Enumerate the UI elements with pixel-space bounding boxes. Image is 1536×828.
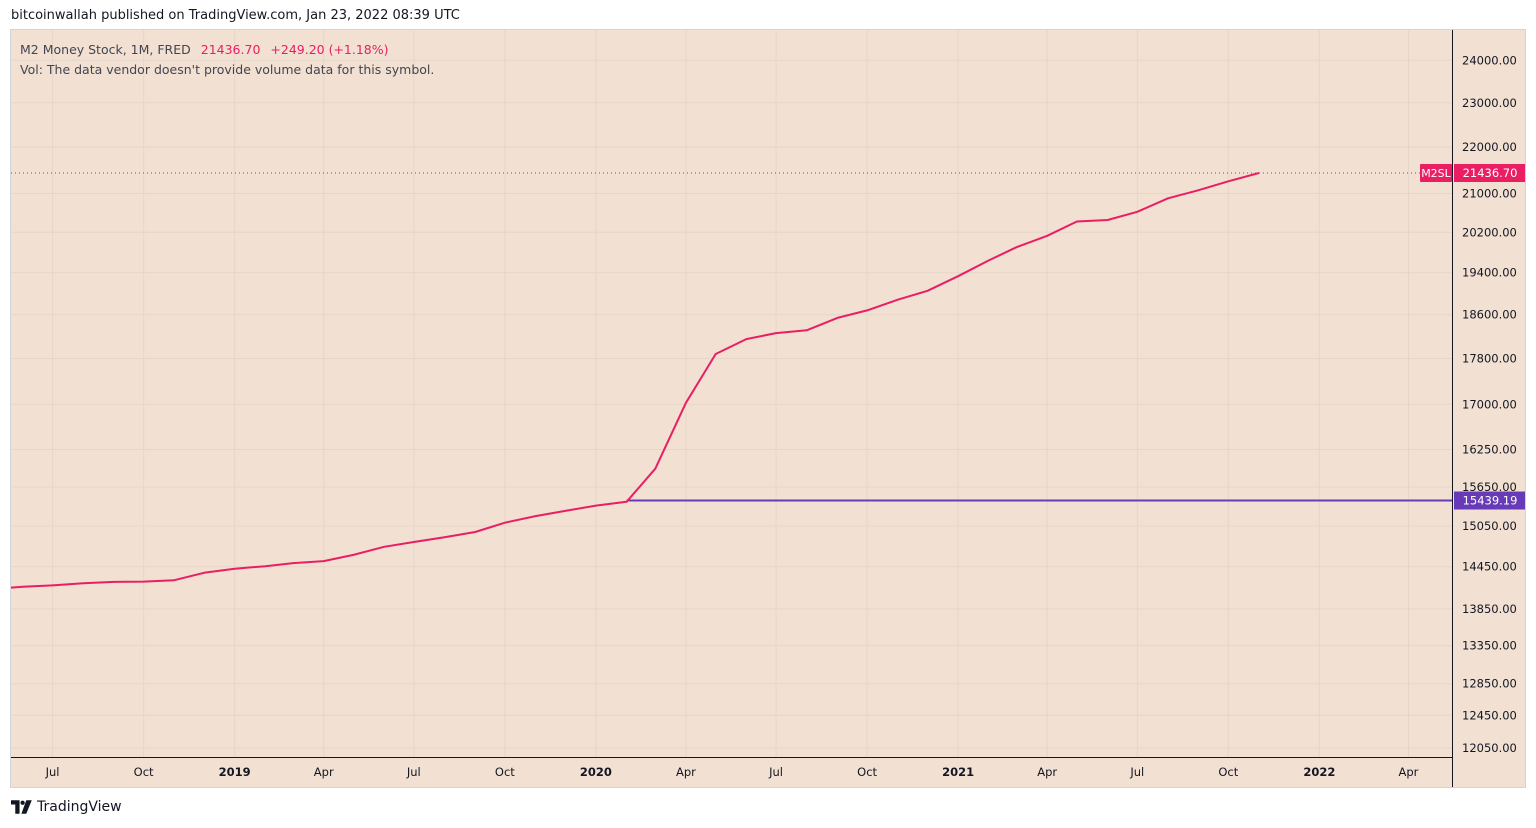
tradingview-icon xyxy=(11,800,32,814)
series-name-label: M2SL xyxy=(1421,167,1451,180)
y-tick-label: 12850.00 xyxy=(1462,677,1517,691)
y-tick-label: 16250.00 xyxy=(1462,442,1517,456)
last-price-tag xyxy=(1454,163,1525,182)
y-tick-label: 19400.00 xyxy=(1462,266,1517,280)
publisher-caption: bitcoinwallah published on TradingView.c… xyxy=(11,8,460,23)
x-tick-label: Jul xyxy=(1129,765,1144,779)
y-tick-label: 24000.00 xyxy=(1462,53,1517,67)
y-tick-label: 15650.00 xyxy=(1462,480,1517,494)
x-tick-label: Oct xyxy=(134,765,154,779)
tradingview-brand: TradingView xyxy=(37,799,122,815)
legend-row-main: M2 Money Stock, 1M, FRED 21436.70 +249.2… xyxy=(20,40,434,60)
level-price-label: 15439.19 xyxy=(1463,494,1518,508)
y-tick-label: 12450.00 xyxy=(1462,708,1517,722)
y-tick-label: 12050.00 xyxy=(1462,741,1517,755)
chart-legend: M2 Money Stock, 1M, FRED 21436.70 +249.2… xyxy=(20,40,434,80)
plot-background[interactable] xyxy=(11,30,1452,757)
x-tick-label: Apr xyxy=(314,765,334,779)
y-tick-label: 17000.00 xyxy=(1462,397,1517,411)
x-tick-label: Oct xyxy=(857,765,877,779)
legend-last-value: 21436.70 xyxy=(200,42,261,57)
time-axis-background[interactable] xyxy=(11,757,1452,788)
y-tick-label: 21000.00 xyxy=(1462,187,1517,201)
x-tick-label: Oct xyxy=(1218,765,1238,779)
last-price-label: 21436.70 xyxy=(1463,166,1518,180)
tradingview-logo[interactable]: TradingView xyxy=(11,799,122,815)
y-tick-label: 17800.00 xyxy=(1462,352,1517,366)
series-name-tag xyxy=(1420,163,1452,182)
y-tick-label: 22000.00 xyxy=(1462,140,1517,154)
level-price-tag xyxy=(1454,491,1525,510)
x-tick-label: Apr xyxy=(1399,765,1419,779)
legend-vol-note: Vol: The data vendor doesn't provide vol… xyxy=(20,62,435,77)
y-tick-label: 13850.00 xyxy=(1462,602,1517,616)
x-tick-label: Jul xyxy=(406,765,421,779)
x-tick-label: Jul xyxy=(45,765,60,779)
y-tick-label: 18600.00 xyxy=(1462,308,1517,322)
x-tick-label: Oct xyxy=(495,765,515,779)
y-tick-label: 15050.00 xyxy=(1462,519,1517,533)
legend-symbol: M2 Money Stock, 1M, FRED xyxy=(20,42,191,57)
y-tick-label: 20200.00 xyxy=(1462,225,1517,239)
x-tick-label: Apr xyxy=(1037,765,1057,779)
x-tick-label: Apr xyxy=(676,765,696,779)
x-tick-label: Jul xyxy=(768,765,783,779)
chart-frame[interactable]: 24000.00 23000.00 22000.00 21000.00 20200.00… xyxy=(10,29,1526,788)
y-tick-label: 14450.00 xyxy=(1462,560,1517,574)
x-tick-label: 2022 xyxy=(1303,765,1335,779)
chart-svg[interactable]: 24000.00 23000.00 22000.00 21000.00 20200.00… xyxy=(11,30,1526,788)
x-tick-label: 2019 xyxy=(219,765,251,779)
legend-change: +249.20 (+1.18%) xyxy=(270,42,389,57)
price-axis-background[interactable] xyxy=(1452,30,1526,788)
x-tick-label: 2021 xyxy=(942,765,974,779)
x-tick-label: 2020 xyxy=(580,765,612,779)
y-tick-label: 13350.00 xyxy=(1462,639,1517,653)
series-line-m2sl[interactable] xyxy=(11,172,1260,589)
y-tick-label: 23000.00 xyxy=(1462,96,1517,110)
